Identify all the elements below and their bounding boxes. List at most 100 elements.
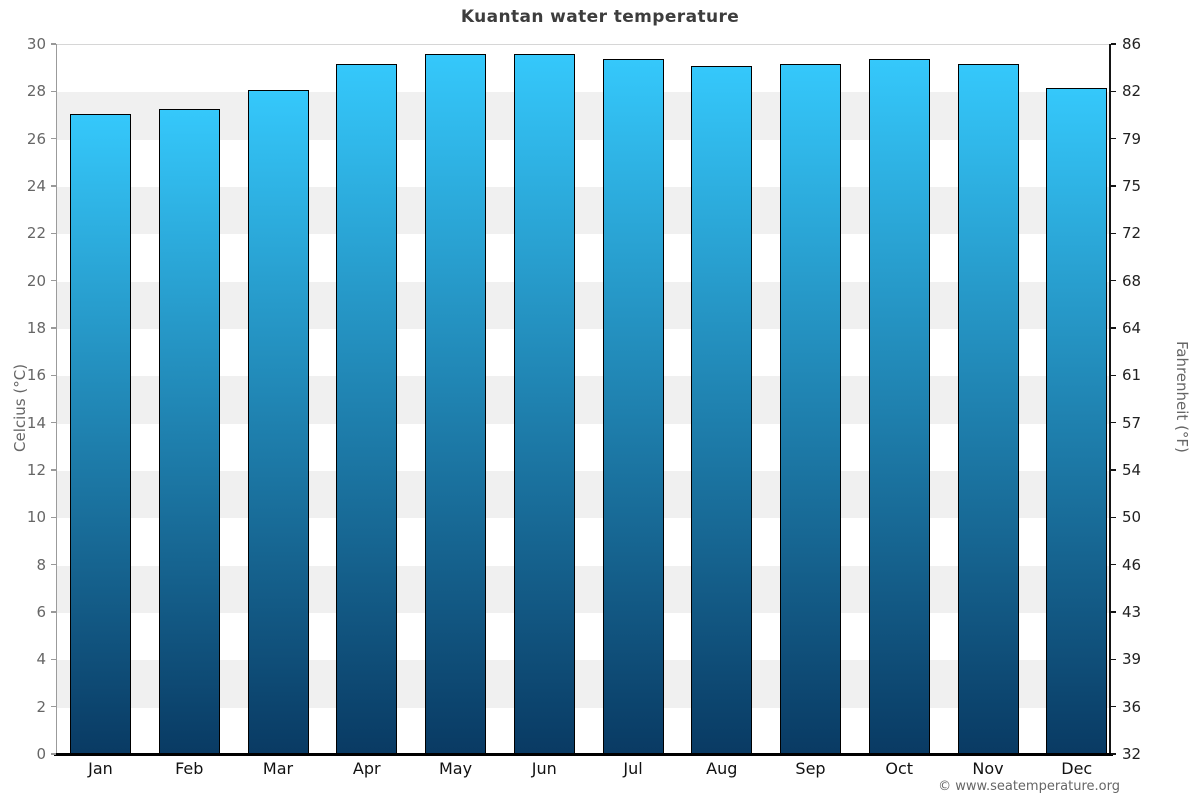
fahrenheit-tick-mark <box>1111 563 1116 566</box>
plot-band <box>57 471 1110 519</box>
celsius-tick-label: 0 <box>36 745 46 763</box>
x-axis-label-nov: Nov <box>972 759 1004 778</box>
plot-band <box>57 376 1110 424</box>
fahrenheit-tick-mark <box>1111 43 1116 45</box>
bar-mar <box>247 89 309 755</box>
celsius-tick-mark <box>51 279 56 282</box>
x-axis-label-sep: Sep <box>795 759 826 778</box>
fahrenheit-tick-mark <box>1111 753 1116 755</box>
x-axis-label-apr: Apr <box>352 759 381 778</box>
fahrenheit-tick-label: 39 <box>1122 650 1142 669</box>
chart-title: Kuantan water temperature <box>460 7 740 27</box>
celsius-tick-mark <box>51 185 56 187</box>
celsius-tick-mark <box>51 327 56 329</box>
fahrenheit-tick-label: 75 <box>1122 177 1142 195</box>
fahrenheit-tick-mark <box>1111 469 1116 471</box>
copyright-text: © www.seatemperature.org <box>938 779 1120 794</box>
x-axis-label-jun: Jun <box>531 759 557 778</box>
fahrenheit-tick-label: 61 <box>1122 366 1142 385</box>
celsius-tick-label: 6 <box>36 603 46 621</box>
y-axis-line-celsius <box>55 44 57 754</box>
fahrenheit-tick-label: 43 <box>1122 603 1142 621</box>
plot-band <box>57 660 1110 708</box>
y-axis-line-fahrenheit <box>1109 44 1111 754</box>
bar-jan <box>70 113 131 755</box>
celsius-tick-label: 10 <box>26 508 46 527</box>
celsius-tick-label: 22 <box>26 224 46 243</box>
fahrenheit-tick-label: 46 <box>1122 555 1142 574</box>
celsius-tick-label: 14 <box>26 413 46 432</box>
celsius-tick-mark <box>51 563 56 566</box>
fahrenheit-tick-mark <box>1111 90 1116 93</box>
plot-band <box>57 707 1110 755</box>
bar-nov <box>957 63 1019 755</box>
fahrenheit-tick-label: 57 <box>1122 413 1142 432</box>
celsius-tick-mark <box>51 90 56 93</box>
bar-jun <box>513 54 575 755</box>
plot-band <box>57 139 1110 187</box>
fahrenheit-tick-label: 36 <box>1122 697 1142 716</box>
plot-band <box>57 281 1110 329</box>
x-axis-label-jul: Jul <box>623 759 643 778</box>
plot-area <box>57 44 1110 755</box>
celsius-tick-mark <box>51 658 56 661</box>
x-axis-label-jan: Jan <box>88 759 113 778</box>
fahrenheit-tick-label: 82 <box>1122 82 1142 101</box>
x-axis-label-dec: Dec <box>1061 759 1093 778</box>
celsius-tick-mark <box>51 516 56 519</box>
plot-band <box>57 45 1110 93</box>
fahrenheit-tick-mark <box>1111 421 1116 424</box>
fahrenheit-tick-mark <box>1111 185 1116 187</box>
x-axis-label-mar: Mar <box>262 759 294 778</box>
fahrenheit-tick-mark <box>1111 374 1116 377</box>
celsius-tick-label: 2 <box>36 697 46 716</box>
x-axis-label-aug: Aug <box>706 759 738 778</box>
fahrenheit-tick-label: 54 <box>1122 461 1142 479</box>
fahrenheit-tick-label: 50 <box>1122 508 1142 527</box>
fahrenheit-tick-label: 86 <box>1122 35 1142 53</box>
celsius-tick-label: 28 <box>26 82 46 101</box>
celsius-tick-label: 8 <box>36 555 46 574</box>
celsius-tick-mark <box>51 611 56 613</box>
plot-band <box>57 518 1110 566</box>
fahrenheit-tick-mark <box>1111 137 1116 140</box>
celsius-tick-label: 4 <box>36 650 46 669</box>
x-axis-label-oct: Oct <box>885 759 914 778</box>
celsius-tick-mark <box>51 43 56 45</box>
celsius-tick-mark <box>51 753 56 755</box>
celsius-tick-label: 30 <box>26 35 46 53</box>
bar-sep <box>780 63 841 755</box>
plot-band <box>57 423 1110 471</box>
bar-aug <box>691 66 753 755</box>
x-axis-label-feb: Feb <box>175 759 204 778</box>
bar-dec <box>1046 87 1108 755</box>
celsius-tick-label: 24 <box>26 177 46 195</box>
fahrenheit-tick-mark <box>1111 705 1116 708</box>
y-axis-title-fahrenheit: Fahrenheit (°F) <box>1173 341 1191 453</box>
celsius-tick-mark <box>51 374 56 377</box>
plot-band <box>57 187 1110 235</box>
fahrenheit-tick-label: 68 <box>1122 271 1142 290</box>
x-axis-line <box>54 753 1113 756</box>
fahrenheit-tick-mark <box>1111 516 1116 519</box>
plot-band <box>57 92 1110 140</box>
plot-band <box>57 234 1110 282</box>
bar-jul <box>602 59 664 755</box>
bar-may <box>425 54 486 755</box>
fahrenheit-tick-mark <box>1111 611 1116 613</box>
x-axis-label-may: May <box>438 759 473 778</box>
plot-band <box>57 565 1110 613</box>
bar-apr <box>336 63 398 755</box>
celsius-tick-label: 26 <box>26 129 46 148</box>
fahrenheit-tick-label: 79 <box>1122 129 1142 148</box>
fahrenheit-tick-mark <box>1111 327 1116 329</box>
fahrenheit-tick-label: 72 <box>1122 224 1142 243</box>
celsius-tick-label: 20 <box>26 271 46 290</box>
fahrenheit-tick-mark <box>1111 279 1116 282</box>
fahrenheit-tick-label: 64 <box>1122 319 1142 337</box>
celsius-tick-mark <box>51 137 56 140</box>
celsius-tick-mark <box>51 421 56 424</box>
celsius-tick-mark <box>51 705 56 708</box>
fahrenheit-tick-mark <box>1111 658 1116 661</box>
